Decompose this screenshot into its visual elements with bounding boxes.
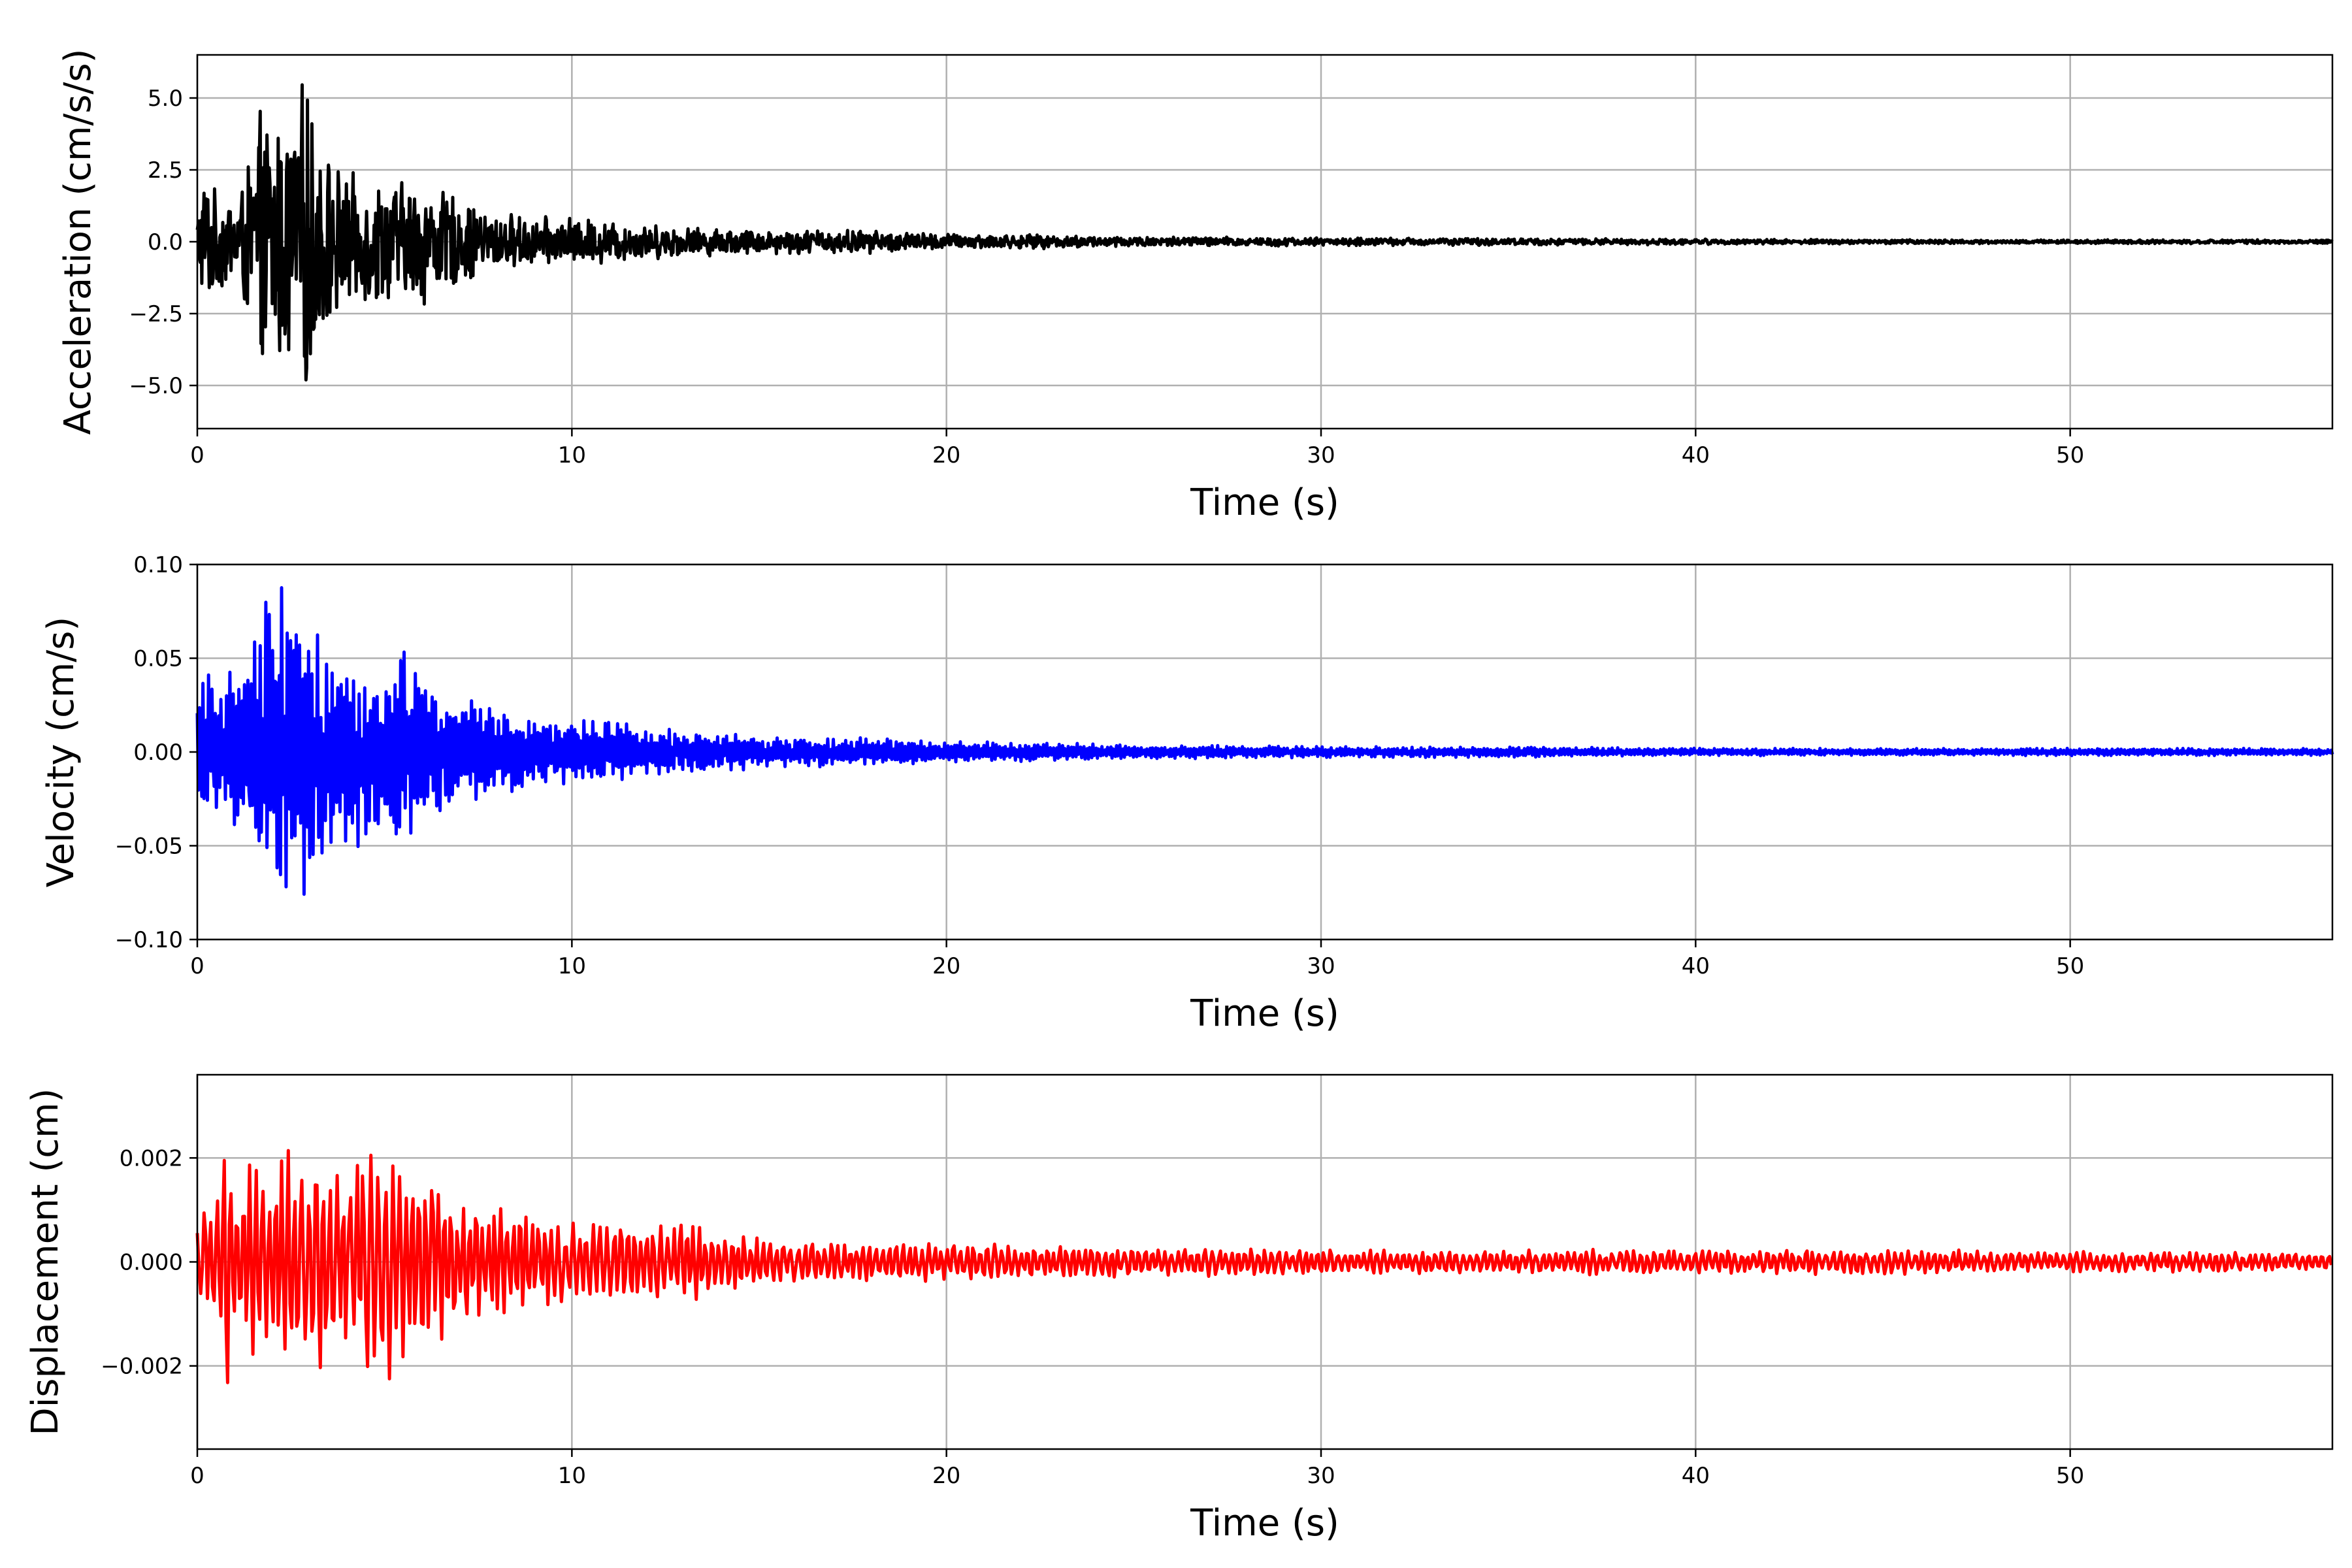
acceleration-trace: [195, 83, 2334, 382]
velocity-trace: [195, 586, 2334, 896]
acceleration-y-tick-label: −5.0: [129, 373, 183, 399]
displacement-trace: [195, 1149, 2333, 1384]
velocity-x-tick-label: 50: [2056, 953, 2084, 979]
velocity-x-tick-label: 40: [1682, 953, 1710, 979]
displacement-x-tick-label: 0: [190, 1463, 204, 1489]
acceleration-x-tick-label: 10: [558, 442, 586, 468]
acceleration-y-tick-label: −2.5: [129, 301, 183, 327]
acceleration-x-tick-label: 20: [932, 442, 960, 468]
displacement-panel: 0 10 20 30 40 50 −0.002 0.000 0.002 Time (s) Displ…: [24, 1073, 2334, 1544]
displacement-x-tick-label: 10: [558, 1463, 586, 1489]
velocity-y-tick-label: 0.10: [133, 552, 183, 578]
acceleration-x-tick-label: 50: [2056, 442, 2084, 468]
acceleration-x-tick-label: 40: [1682, 442, 1710, 468]
velocity-x-tick-label: 10: [558, 953, 586, 979]
velocity-y-tick-label: 0.00: [133, 740, 183, 766]
velocity-y-axis-label: Velocity (cm/s): [40, 617, 82, 888]
displacement-y-axis-label: Displacement (cm): [24, 1088, 67, 1436]
acceleration-y-axis-label: Acceleration (cm/s/s): [57, 49, 99, 435]
displacement-x-tick-label: 50: [2056, 1463, 2084, 1489]
velocity-x-tick-label: 0: [190, 953, 204, 979]
displacement-y-tick-label: 0.000: [120, 1250, 183, 1276]
velocity-y-tick-label: −0.05: [115, 834, 183, 860]
acceleration-x-axis-label: Time (s): [1190, 482, 1339, 524]
velocity-panel: 0 10 20 30 40 50 −0.10 −0.05 0.00 0.05 0.10 Time (s…: [40, 552, 2334, 1035]
velocity-x-axis-label: Time (s): [1190, 992, 1339, 1035]
velocity-y-tick-label: 0.05: [133, 646, 183, 672]
acceleration-panel: 0 10 20 30 40 50 −5.0 −2.5 0.0 2.5 5.0 Time (s) Acce…: [57, 49, 2334, 524]
displacement-x-tick-label: 40: [1682, 1463, 1710, 1489]
velocity-x-tick-label: 30: [1307, 953, 1335, 979]
displacement-x-tick-label: 30: [1307, 1463, 1335, 1489]
acceleration-y-tick-label: 2.5: [148, 157, 183, 184]
displacement-y-tick-label: 0.002: [120, 1145, 183, 1171]
acceleration-y-tick-label: 5.0: [148, 86, 183, 112]
acceleration-x-tick-label: 0: [190, 442, 204, 468]
displacement-y-tick-label: −0.002: [101, 1354, 183, 1380]
velocity-x-tick-label: 20: [932, 953, 960, 979]
displacement-x-tick-label: 20: [932, 1463, 960, 1489]
acceleration-x-tick-label: 30: [1307, 442, 1335, 468]
acceleration-y-tick-label: 0.0: [148, 229, 183, 255]
velocity-y-tick-label: −0.10: [115, 927, 183, 953]
displacement-x-axis-label: Time (s): [1190, 1502, 1339, 1544]
